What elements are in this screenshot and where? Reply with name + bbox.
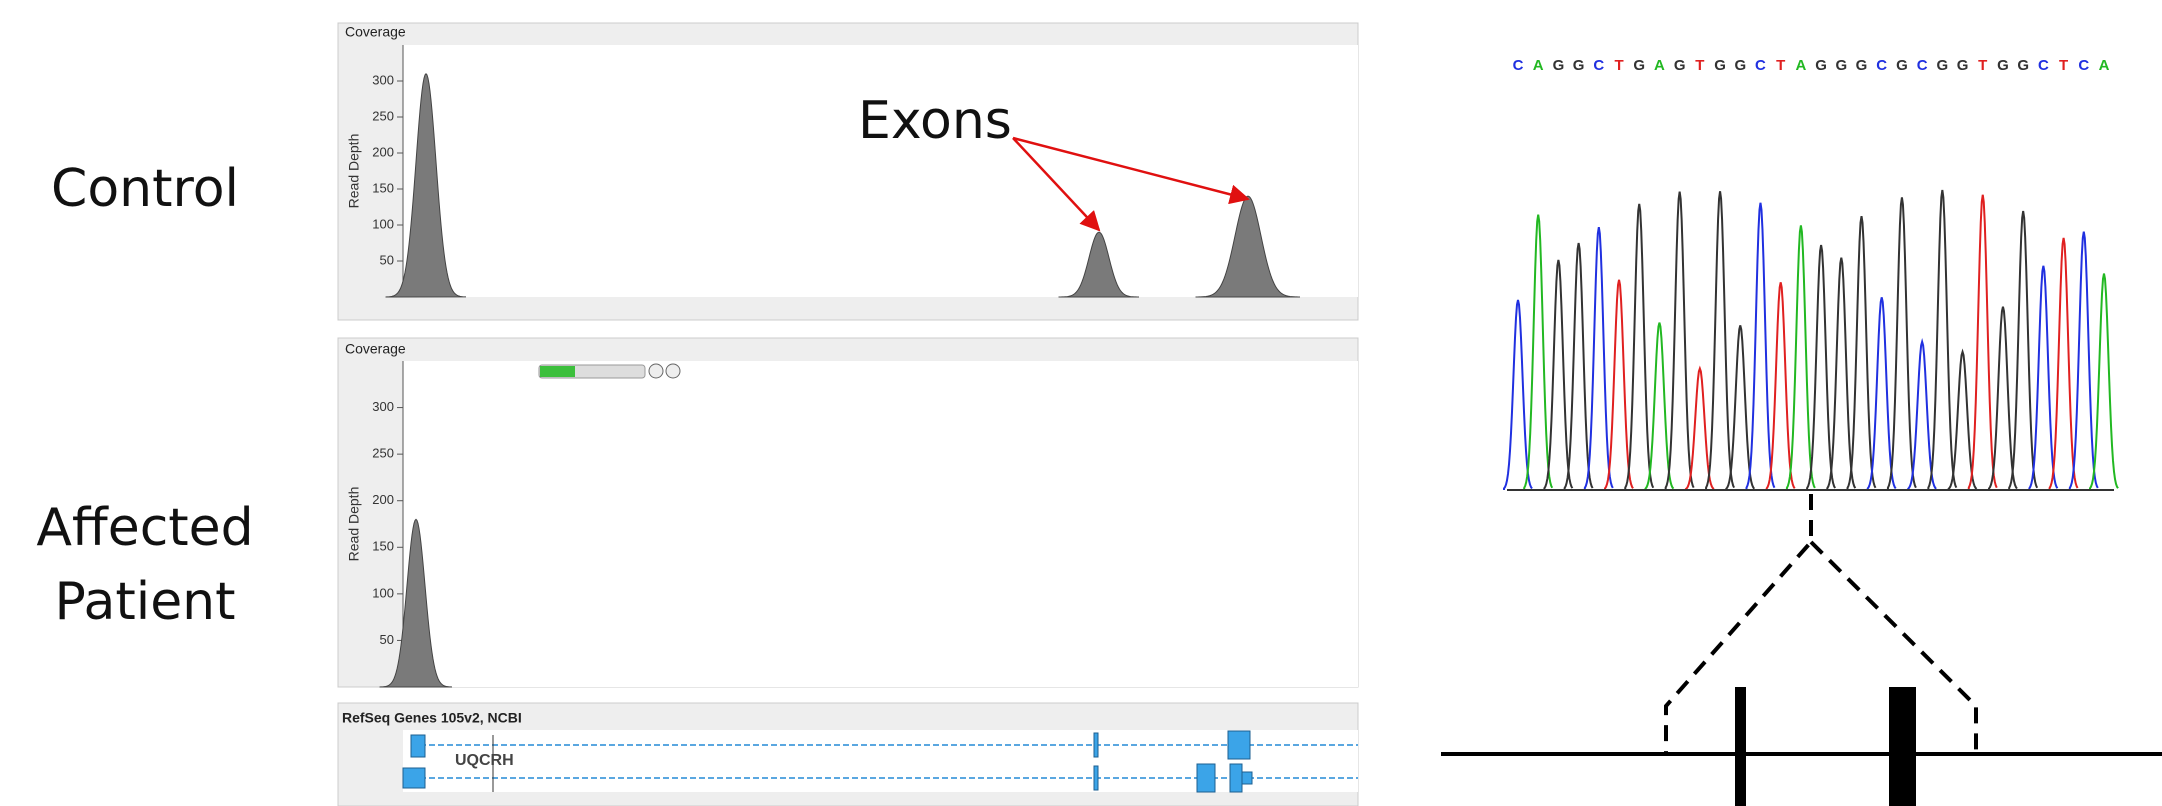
trace xyxy=(1544,260,1572,490)
base-letter: G xyxy=(2017,57,2029,74)
zoom-lines xyxy=(1666,494,1976,756)
y-tick-label: 50 xyxy=(380,632,394,647)
base-letter: C xyxy=(2038,57,2049,74)
base-letter: A xyxy=(1654,57,1665,74)
base-letter: C xyxy=(1917,57,1928,74)
track-title: RefSeq Genes 105v2, NCBI xyxy=(342,710,522,726)
pause-button xyxy=(649,364,663,378)
base-letter: A xyxy=(1533,57,1544,74)
y-tick-label: 250 xyxy=(372,446,394,461)
exon-block xyxy=(1889,687,1916,806)
base-letter: G xyxy=(1896,57,1908,74)
base-letter: T xyxy=(1978,57,1987,74)
y-tick-label: 300 xyxy=(372,72,394,87)
base-letter: G xyxy=(1714,57,1726,74)
base-letter: G xyxy=(1997,57,2009,74)
trace xyxy=(1565,243,1593,490)
base-letter: C xyxy=(1513,57,1524,74)
base-letter: G xyxy=(1815,57,1827,74)
trace xyxy=(1928,190,1956,490)
trace xyxy=(2070,232,2098,490)
exon xyxy=(1094,766,1098,790)
y-axis-label: Read Depth xyxy=(346,487,362,562)
base-letter: C xyxy=(2078,57,2089,74)
trace xyxy=(2009,211,2037,490)
base-letter: C xyxy=(1593,57,1604,74)
exon xyxy=(1228,731,1250,759)
exon xyxy=(1197,764,1215,792)
exon-block xyxy=(1735,687,1746,806)
trace xyxy=(1666,192,1694,490)
track-title: Coverage xyxy=(345,24,406,40)
base-letter: G xyxy=(1573,57,1585,74)
base-letter: G xyxy=(1553,57,1565,74)
y-tick-label: 50 xyxy=(380,252,394,267)
exon xyxy=(403,768,425,788)
plot-area xyxy=(403,45,1358,297)
trace xyxy=(1888,197,1916,490)
base-letter: G xyxy=(1835,57,1847,74)
base-letter: G xyxy=(1734,57,1746,74)
trace xyxy=(1969,195,1997,490)
trace xyxy=(1524,215,1552,490)
exon xyxy=(1242,772,1252,784)
y-tick-label: 100 xyxy=(372,585,394,600)
annotation: Exons xyxy=(858,91,1012,151)
trace xyxy=(1787,225,1815,490)
progress-fill xyxy=(540,366,575,377)
y-tick-label: 150 xyxy=(372,180,394,195)
base-letter: G xyxy=(1937,57,1949,74)
trace xyxy=(1827,258,1855,490)
exon xyxy=(411,735,425,757)
trace xyxy=(2050,238,2078,490)
trace xyxy=(1848,216,1876,490)
plot-area xyxy=(403,361,1358,687)
gene-name: UQCRH xyxy=(455,752,514,769)
track-title: Coverage xyxy=(345,341,406,357)
y-tick-label: 300 xyxy=(372,399,394,414)
trace xyxy=(1807,245,1835,490)
exon xyxy=(1230,764,1242,792)
trace xyxy=(1585,227,1613,490)
base-letter: A xyxy=(1795,57,1806,74)
base-letter: C xyxy=(1755,57,1766,74)
base-letter: T xyxy=(2059,57,2068,74)
base-letter: G xyxy=(1633,57,1645,74)
y-axis-label: Read Depth xyxy=(346,134,362,209)
y-tick-label: 150 xyxy=(372,539,394,554)
trace xyxy=(1746,203,1774,490)
trace xyxy=(2090,274,2118,490)
trace xyxy=(1706,191,1734,490)
base-letter: T xyxy=(1695,57,1704,74)
figure: Coverage 50 100 150 200 250 300 Read Depth Cover… xyxy=(0,0,2162,806)
trace xyxy=(2029,266,2057,490)
exon xyxy=(1094,733,1098,757)
base-letter: T xyxy=(1614,57,1623,74)
trace xyxy=(1625,204,1653,490)
base-letter: G xyxy=(1957,57,1969,74)
y-tick-label: 200 xyxy=(372,492,394,507)
page: Control Affected Patient Coverage5010015… xyxy=(0,0,2162,806)
base-letter: G xyxy=(1674,57,1686,74)
base-letter: C xyxy=(1876,57,1887,74)
close-button xyxy=(666,364,680,378)
base-letter: T xyxy=(1776,57,1785,74)
base-letter: G xyxy=(1856,57,1868,74)
y-tick-label: 200 xyxy=(372,144,394,159)
y-tick-label: 250 xyxy=(372,108,394,123)
y-tick-label: 100 xyxy=(372,216,394,231)
base-letter: A xyxy=(2099,57,2110,74)
